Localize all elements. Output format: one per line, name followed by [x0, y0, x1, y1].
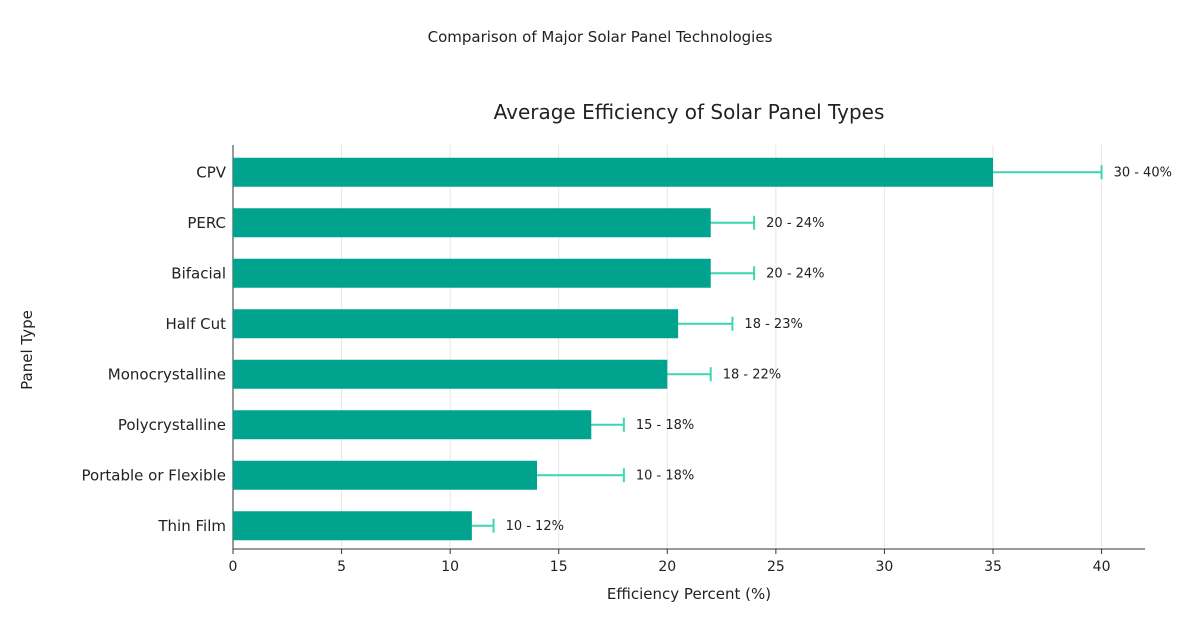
x-tick-label: 40: [1093, 559, 1111, 575]
range-label: 20 - 24%: [766, 266, 824, 281]
y-axis-label: Panel Type: [18, 310, 36, 390]
bar: [233, 157, 993, 187]
page-title: Comparison of Major Solar Panel Technolo…: [427, 28, 773, 46]
y-tick-label: Polycrystalline: [118, 416, 226, 434]
y-tick-label: Half Cut: [165, 315, 226, 333]
range-label: 18 - 23%: [744, 317, 802, 332]
y-tick-label: Portable or Flexible: [82, 466, 226, 484]
range-label: 10 - 18%: [636, 468, 694, 483]
bar: [233, 511, 472, 541]
y-tick-label: CPV: [196, 163, 227, 181]
range-label: 18 - 22%: [723, 367, 781, 382]
bar: [233, 410, 592, 440]
range-label: 20 - 24%: [766, 216, 824, 231]
bar: [233, 208, 711, 238]
range-label: 30 - 40%: [1114, 165, 1172, 180]
range-label: 10 - 12%: [506, 519, 564, 534]
x-tick-label: 15: [550, 559, 568, 575]
x-tick-label: 10: [441, 559, 459, 575]
y-tick-label: Monocrystalline: [108, 365, 226, 383]
x-tick-label: 20: [658, 559, 676, 575]
x-tick-label: 30: [876, 559, 894, 575]
x-axis-label: Efficiency Percent (%): [607, 585, 771, 603]
bar: [233, 359, 668, 389]
x-tick-label: 0: [229, 559, 238, 575]
x-tick-label: 5: [337, 559, 346, 575]
x-tick-label: 35: [984, 559, 1002, 575]
y-tick-label: PERC: [187, 214, 226, 232]
y-tick-label: Thin Film: [157, 517, 226, 535]
x-tick-label: 25: [767, 559, 785, 575]
y-tick-label: Bifacial: [171, 264, 226, 282]
bar: [233, 309, 679, 339]
range-label: 15 - 18%: [636, 418, 694, 433]
bar: [233, 258, 711, 288]
bar: [233, 460, 537, 490]
chart-title: Average Efficiency of Solar Panel Types: [494, 100, 885, 124]
